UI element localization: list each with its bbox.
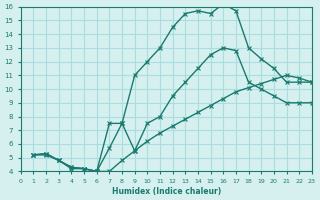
X-axis label: Humidex (Indice chaleur): Humidex (Indice chaleur)	[112, 187, 221, 196]
